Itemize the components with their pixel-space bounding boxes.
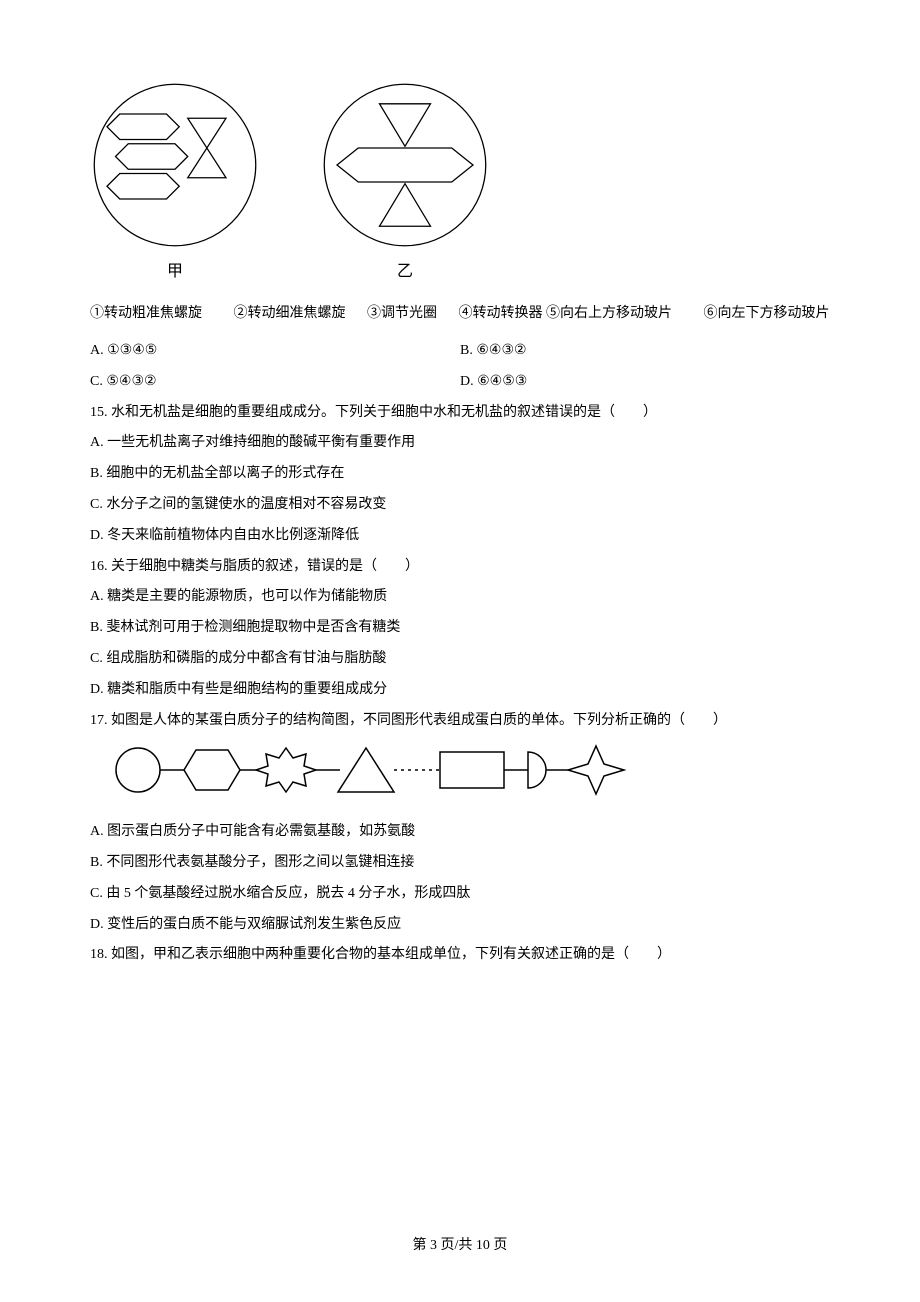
q15-d: D. 冬天来临前植物体内自由水比例逐渐降低 xyxy=(90,521,830,552)
diagram-right-label: 乙 xyxy=(397,254,413,289)
q16-c: C. 组成脂肪和磷脂的成分中都含有甘油与脂肪酸 xyxy=(90,644,830,675)
q15-c: C. 水分子之间的氢键使水的温度相对不容易改变 xyxy=(90,490,830,521)
diagram-left-block: 甲 xyxy=(90,80,260,289)
q14-answers-grid: A. ①③④⑤ B. ⑥④③② C. ⑤④③② D. ⑥④⑤③ xyxy=(90,336,830,398)
q17-stem: 17. 如图是人体的某蛋白质分子的结构简图，不同图形代表组成蛋白质的单体。下列分… xyxy=(90,706,830,737)
q17-d: D. 变性后的蛋白质不能与双缩脲试剂发生紫色反应 xyxy=(90,910,830,941)
diagram-right-svg xyxy=(320,80,490,250)
q17-protein-diagram xyxy=(110,742,630,798)
q14-step-2: ②转动细准焦螺旋 xyxy=(234,306,346,321)
q15-a: A. 一些无机盐离子对维持细胞的酸碱平衡有重要作用 xyxy=(90,428,830,459)
q18-stem: 18. 如图，甲和乙表示细胞中两种重要化合物的基本组成单位，下列有关叙述正确的是… xyxy=(90,940,830,971)
microscope-diagrams-row: 甲 乙 xyxy=(90,80,830,289)
q17-c: C. 由 5 个氨基酸经过脱水缩合反应，脱去 4 分子水，形成四肽 xyxy=(90,879,830,910)
diagram-left-label: 甲 xyxy=(167,254,183,289)
q14-answer-a: A. ①③④⑤ xyxy=(90,336,460,367)
q15-b: B. 细胞中的无机盐全部以离子的形式存在 xyxy=(90,459,830,490)
q16-b: B. 斐林试剂可用于检测细胞提取物中是否含有糖类 xyxy=(90,613,830,644)
q14-answer-b: B. ⑥④③② xyxy=(460,336,830,367)
q14-answer-d: D. ⑥④⑤③ xyxy=(460,367,830,398)
q17-a: A. 图示蛋白质分子中可能含有必需氨基酸，如苏氨酸 xyxy=(90,817,830,848)
q14-step-6: ⑥向左下方移动玻片 xyxy=(704,306,830,321)
q14-steps-line: ①转动粗准焦螺旋 ②转动细准焦螺旋 ③调节光圈 ④转动转换器 ⑤向右上方移动玻片… xyxy=(90,299,830,330)
q14-answer-c: C. ⑤④③② xyxy=(90,367,460,398)
page-footer: 第 3 页/共 10 页 xyxy=(0,1231,920,1262)
diagram-left-svg xyxy=(90,80,260,250)
diagram-right-block: 乙 xyxy=(320,80,490,289)
q16-d: D. 糖类和脂质中有些是细胞结构的重要组成成分 xyxy=(90,675,830,706)
q14-step-3: ③调节光圈 xyxy=(367,306,437,321)
q15-stem: 15. 水和无机盐是细胞的重要组成成分。下列关于细胞中水和无机盐的叙述错误的是（… xyxy=(90,398,830,429)
q16-a: A. 糖类是主要的能源物质，也可以作为储能物质 xyxy=(90,582,830,613)
q14-step-5: ⑤向右上方移动玻片 xyxy=(546,306,672,321)
q17-b: B. 不同图形代表氨基酸分子，图形之间以氢键相连接 xyxy=(90,848,830,879)
q14-step-1: ①转动粗准焦螺旋 xyxy=(90,306,202,321)
q14-step-4: ④转动转换器 xyxy=(459,306,543,321)
q16-stem: 16. 关于细胞中糖类与脂质的叙述，错误的是（ ） xyxy=(90,552,830,583)
